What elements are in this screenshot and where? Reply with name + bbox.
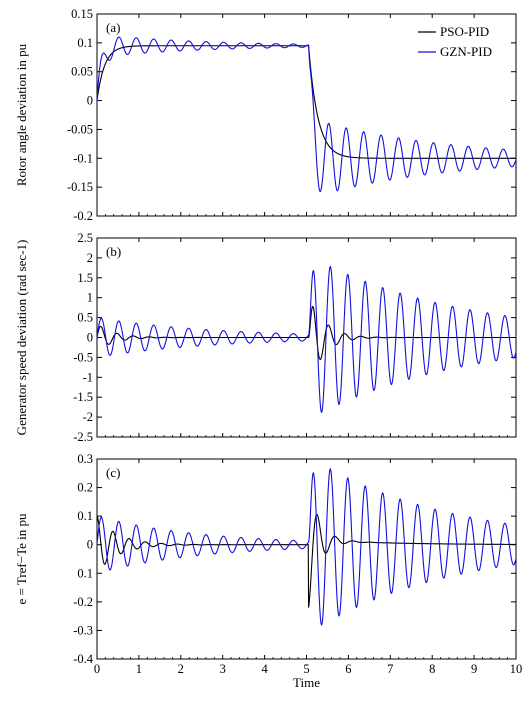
y-tick-label: -1 xyxy=(83,370,93,384)
y-axis-label: Generator speed deviation (rad sec-1) xyxy=(14,240,29,436)
panel-label: (b) xyxy=(106,244,121,259)
x-tick-label: 9 xyxy=(471,662,477,676)
panel-label: (a) xyxy=(106,20,120,35)
x-tick-label: 10 xyxy=(510,662,523,676)
y-tick-label: 0.1 xyxy=(77,566,93,580)
y-tick-label: 0.05 xyxy=(71,65,93,79)
x-tick-label: 5 xyxy=(303,662,309,676)
y-tick-label: -2.5 xyxy=(73,430,93,444)
x-tick-label: 6 xyxy=(345,662,351,676)
y-tick-label: 0.2 xyxy=(77,481,93,495)
y-tick-label: 1.5 xyxy=(77,271,93,285)
series-line-pso-pid xyxy=(96,513,516,608)
y-axis-label: e = Tref−Te in pu xyxy=(14,513,29,605)
y-tick-label: 0 xyxy=(87,538,93,552)
y-tick-label: 0 xyxy=(87,331,93,345)
y-tick-label: -2 xyxy=(83,410,93,424)
y-tick-label: 0.5 xyxy=(77,311,93,325)
y-tick-label: -0.2 xyxy=(73,595,93,609)
x-tick-label: 4 xyxy=(261,662,268,676)
x-tick-label: 8 xyxy=(429,662,435,676)
panel-2: -2.5 -2 -1.5 -1 -0.5 0 0.5 1 1.5 2 2.5 Generator sp… xyxy=(14,231,517,444)
y-tick-label: -0.2 xyxy=(73,209,93,223)
x-axis-label: Time xyxy=(293,675,320,690)
y-tick-label: 1 xyxy=(87,291,93,305)
panel-label: (c) xyxy=(106,465,120,480)
panel-1: -0.2 -0.15 -0.1 -0.05 0 0.05 0.1 0.15 Rotor angl… xyxy=(14,7,517,223)
y-tick-label: -0.3 xyxy=(73,623,93,637)
y-tick-label: 0.1 xyxy=(77,509,93,523)
series-line-pso-pid xyxy=(96,305,516,360)
y-tick-label: 2 xyxy=(87,251,93,265)
y-tick-label: 0.15 xyxy=(71,7,93,21)
y-tick-label: -0.05 xyxy=(67,122,93,136)
y-tick-label: -1.5 xyxy=(73,390,93,404)
series-line-gzn-pid xyxy=(96,468,517,626)
x-tick-label: 0 xyxy=(94,662,100,676)
legend-label: PSO-PID xyxy=(440,24,489,39)
series-line-pso-pid xyxy=(96,45,516,159)
y-tick-label: 0.1 xyxy=(77,36,93,50)
y-tick-label: 2.5 xyxy=(77,231,93,245)
y-tick-label: 0.3 xyxy=(77,452,93,466)
plot-frame xyxy=(96,458,517,660)
legend-label: GZN-PID xyxy=(440,44,492,59)
y-axis-label: Rotor angle deviation in pu xyxy=(14,43,29,186)
series-line-gzn-pid xyxy=(96,36,517,193)
x-tick-label: 3 xyxy=(220,662,226,676)
y-tick-label: 0 xyxy=(87,94,93,108)
y-tick-label: -0.15 xyxy=(67,180,93,194)
x-tick-label: 2 xyxy=(178,662,184,676)
series-line-gzn-pid xyxy=(96,265,517,414)
x-tick-label: 7 xyxy=(387,662,393,676)
y-tick-label: -0.4 xyxy=(73,652,94,666)
y-tick-label: -0.1 xyxy=(73,151,93,165)
x-tick-label: 1 xyxy=(136,662,142,676)
y-tick-label: -0.5 xyxy=(73,350,93,364)
panel-3: 0 1 2 3 4 5 6 7 8 9 10 -0.4 -0.3 -0.2 0.1 0 0.1 0.2 0.3 e =… xyxy=(14,452,522,690)
